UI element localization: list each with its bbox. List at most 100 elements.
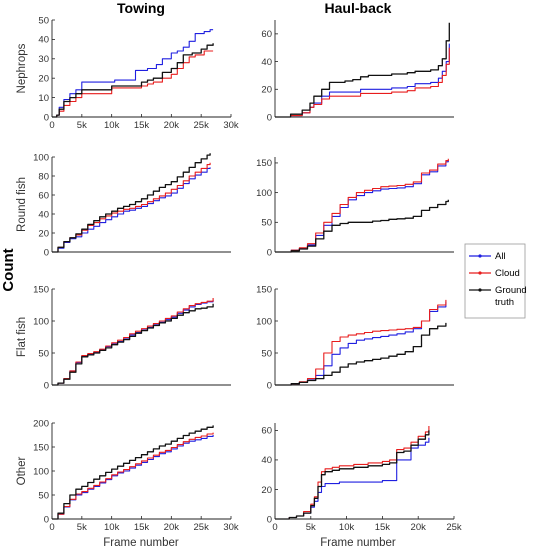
y-tick-label: 20 [38,228,49,239]
y-axis-label: Nephrops [16,43,28,93]
series-line-cloud [52,432,214,520]
x-tick-label: 0 [272,522,277,533]
series-line-all [275,437,430,520]
main-y-axis-label: Count [0,248,17,291]
y-tick-label: 150 [33,442,49,453]
legend-label-all: All [495,251,506,262]
y-tick-label: 20 [261,85,272,96]
y-tick-label: 20 [261,485,272,496]
y-tick-label: 40 [261,455,272,466]
y-tick-label: 20 [38,74,49,85]
series-line-ground-truth [275,22,450,118]
y-tick-label: 50 [261,348,272,359]
y-tick-label: 50 [38,15,49,26]
x-tick-label: 0 [49,522,54,533]
x-tick-label: 30k [223,522,239,533]
y-tick-label: 100 [256,188,272,199]
series-line-ground-truth [52,303,214,386]
series-line-ground-truth [275,322,447,386]
legend-marker-cloud [478,271,482,275]
y-tick-label: 40 [38,35,49,46]
panel-4: 0 50 100 150 [256,157,454,258]
series-line-cloud [275,158,449,253]
series-line-ground-truth [275,199,449,253]
x-tick-label: 30k [223,120,239,131]
series-line-ground-truth [52,425,214,520]
y-tick-label: 0 [267,514,272,525]
y-tick-label: 100 [256,316,272,327]
x-tick-label: 5k [306,522,316,533]
y-tick-label: 60 [38,190,49,201]
x-tick-label: 25k [194,522,210,533]
y-tick-label: 200 [33,418,49,429]
x-tick-label: 15k [375,522,391,533]
legend-label-ground-truth-line1: Ground [495,285,527,296]
x-tick-label: 10k [104,120,120,131]
y-tick-label: 50 [38,490,49,501]
x-tick-label: 15k [134,522,150,533]
panel-3: 0 20 40 60 80 100 Round fish [16,152,231,258]
panel-2: 0 20 40 60 [261,20,454,123]
x-tick-label: 0 [49,120,54,131]
column-title-haulback: Haul-back [325,0,392,16]
series-line-ground-truth [52,153,211,253]
x-tick-label: 10k [339,522,355,533]
y-tick-label: 60 [261,29,272,40]
x-tick-label: 20k [411,522,427,533]
y-tick-label: 0 [44,112,49,123]
legend-label-ground-truth: Ground truth [495,285,529,308]
x-tick-label: 5k [77,522,87,533]
series-line-cloud [275,426,430,520]
series-line-cloud [275,47,450,118]
y-tick-label: 50 [261,218,272,229]
y-axis-label: Flat fish [16,317,28,357]
y-tick-label: 0 [44,380,49,391]
y-tick-label: 10 [38,93,49,104]
x-tick-label: 10k [104,522,120,533]
column-title-towing: Towing [117,0,165,16]
y-tick-label: 100 [33,466,49,477]
y-tick-label: 0 [267,112,272,123]
y-tick-label: 150 [256,158,272,169]
series-line-all [52,167,211,253]
x-tick-label: 15k [134,120,150,131]
series-line-all [52,29,214,118]
series-line-cloud [52,162,211,253]
x-tick-label: 20k [164,522,180,533]
y-tick-label: 40 [261,57,272,68]
panel-8: 0 20 40 60 0 5k 10k 15k 20k 25k [261,423,462,533]
y-tick-label: 0 [267,380,272,391]
series-line-all [275,160,449,253]
panel-1: 0 10 20 30 40 50 0 5k 10k 15k 20k 25k 30k Nephrops [16,15,239,131]
y-tick-label: 60 [261,426,272,437]
y-tick-label: 80 [38,171,49,182]
x-tick-label: 25k [446,522,462,533]
y-tick-label: 30 [38,54,49,65]
legend-marker-ground-truth [478,288,482,292]
y-axis-label: Round fish [16,177,28,232]
series-line-all [275,301,447,386]
series-line-ground-truth [275,430,430,520]
y-tick-label: 0 [44,514,49,525]
legend-label-cloud: Cloud [495,268,520,279]
panel-7: 0 50 100 150 200 0 5k 10k 15k 20k 25k 30k Other [16,418,239,533]
series-line-all [275,43,450,118]
series-line-cloud [275,299,447,386]
x-tick-label: 25k [194,120,210,131]
y-tick-label: 150 [33,284,49,295]
y-axis-label: Other [16,456,28,485]
series-line-cloud [52,50,214,118]
legend: All Cloud Ground truth [464,243,529,319]
panels: 0 10 20 30 40 50 0 5k 10k 15k 20k 25k 30k Nephrops 0 20… [16,15,462,533]
y-tick-label: 0 [44,247,49,258]
panel-5: 0 50 100 150 Flat fish [16,284,231,391]
legend-marker-all [478,254,482,258]
y-tick-label: 40 [38,209,49,220]
y-tick-label: 100 [33,152,49,163]
x-tick-label: 20k [164,120,180,131]
x-tick-label: 5k [77,120,87,131]
y-tick-label: 50 [38,348,49,359]
panel-6: 0 50 100 150 [256,284,454,391]
legend-label-ground-truth-line2: truth [495,297,514,308]
